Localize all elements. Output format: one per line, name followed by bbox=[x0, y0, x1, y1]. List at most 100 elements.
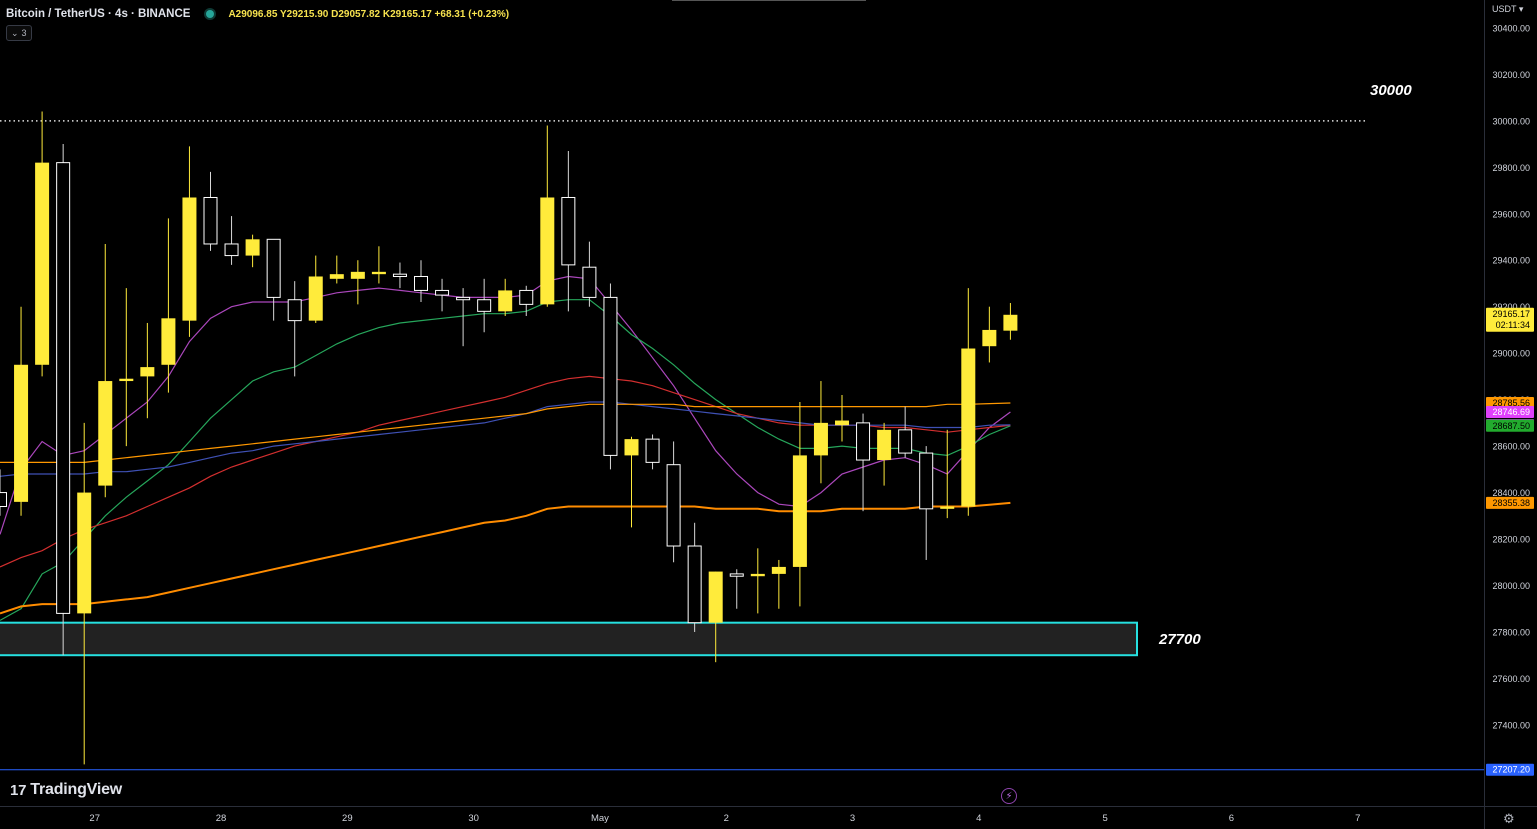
indicator-toggle-button[interactable]: ⌄ 3 bbox=[6, 25, 32, 41]
price-label-box bbox=[1486, 419, 1534, 432]
lightning-icon[interactable]: ⚡ bbox=[1001, 788, 1017, 804]
candle[interactable] bbox=[561, 196, 576, 266]
y-tick-label: 29600.00 bbox=[1492, 209, 1530, 219]
price-label-box bbox=[1486, 763, 1534, 776]
countdown-label: 02:11:34 bbox=[1496, 320, 1530, 330]
candle[interactable] bbox=[435, 289, 450, 296]
candle[interactable] bbox=[77, 492, 92, 614]
candle[interactable] bbox=[813, 422, 828, 456]
candle[interactable] bbox=[1003, 314, 1018, 331]
candle[interactable] bbox=[961, 348, 976, 507]
y-tick-label: 30400.00 bbox=[1492, 23, 1530, 33]
candle[interactable] bbox=[35, 162, 50, 365]
y-tick-label: 30000.00 bbox=[1492, 116, 1530, 126]
y-tick-label: 30200.00 bbox=[1492, 70, 1530, 80]
candle[interactable] bbox=[771, 566, 786, 574]
indicator-count: 3 bbox=[21, 28, 27, 38]
candle[interactable] bbox=[624, 439, 639, 456]
top-drag-handle[interactable] bbox=[672, 0, 866, 1]
x-tick-label: 28 bbox=[216, 813, 227, 824]
candle[interactable] bbox=[792, 455, 807, 567]
moving-average-line[interactable] bbox=[0, 501, 1011, 615]
currency-label: USDT bbox=[1492, 4, 1517, 14]
candle[interactable] bbox=[645, 438, 660, 463]
candle[interactable] bbox=[729, 573, 744, 577]
candle[interactable] bbox=[245, 239, 260, 256]
price-label-box bbox=[1486, 396, 1534, 409]
y-tick-label: 29000.00 bbox=[1492, 349, 1530, 359]
candle[interactable] bbox=[540, 197, 555, 305]
currency-selector[interactable]: USDT ▾ bbox=[1492, 4, 1523, 15]
x-tick-label: 30 bbox=[468, 813, 479, 824]
support-zone[interactable] bbox=[0, 621, 1138, 657]
candle[interactable] bbox=[750, 573, 765, 577]
y-tick-label: 27400.00 bbox=[1492, 720, 1530, 730]
x-tick-label: 7 bbox=[1355, 813, 1360, 824]
price-label-box bbox=[1486, 307, 1534, 332]
candle[interactable] bbox=[140, 367, 155, 377]
price-label-box bbox=[1486, 496, 1534, 509]
candle[interactable] bbox=[329, 274, 344, 279]
price-label: 28687.50 bbox=[1492, 421, 1530, 431]
price-label: 27207.20 bbox=[1492, 765, 1530, 775]
candle[interactable] bbox=[224, 243, 239, 257]
settings-gear-icon[interactable]: ⚙ bbox=[1503, 811, 1515, 826]
candle[interactable] bbox=[350, 271, 365, 279]
candle[interactable] bbox=[203, 196, 218, 245]
candle[interactable] bbox=[898, 429, 913, 454]
y-tick-label: 29800.00 bbox=[1492, 163, 1530, 173]
candle[interactable] bbox=[582, 266, 597, 298]
candle[interactable] bbox=[14, 364, 29, 502]
candle[interactable] bbox=[982, 329, 997, 347]
candle[interactable] bbox=[856, 422, 871, 461]
tradingview-logo-icon: 17 bbox=[10, 781, 27, 799]
candle[interactable] bbox=[414, 275, 428, 291]
price-label: 28355.38 bbox=[1492, 498, 1530, 508]
support-zone-label: 27700 bbox=[1158, 631, 1201, 648]
x-tick-label: 5 bbox=[1102, 813, 1107, 824]
candle[interactable] bbox=[456, 296, 471, 301]
indicator-chevron-icon: ⌄ bbox=[11, 27, 19, 38]
y-tick-label: 28000.00 bbox=[1492, 581, 1530, 591]
candle[interactable] bbox=[287, 299, 302, 322]
resistance-label: 30000 bbox=[1370, 82, 1412, 99]
tradingview-logo[interactable]: 17 TradingView bbox=[10, 781, 122, 799]
candle[interactable] bbox=[56, 162, 71, 614]
x-tick-label: May bbox=[591, 813, 609, 824]
candle[interactable] bbox=[392, 273, 407, 277]
chart-legend: Bitcoin / TetherUS · 4s · BINANCE A29096… bbox=[6, 6, 509, 22]
candle[interactable] bbox=[498, 290, 513, 312]
candle[interactable] bbox=[519, 289, 534, 305]
y-tick-label: 27600.00 bbox=[1492, 674, 1530, 684]
price-label: 28785.56 bbox=[1492, 398, 1530, 408]
candle[interactable] bbox=[161, 318, 176, 365]
candle[interactable] bbox=[835, 420, 849, 426]
candle[interactable] bbox=[708, 571, 723, 623]
candle[interactable] bbox=[0, 492, 7, 508]
symbol-title[interactable]: Bitcoin / TetherUS · 4s · BINANCE bbox=[6, 8, 191, 20]
candle[interactable] bbox=[919, 452, 934, 510]
candle[interactable] bbox=[687, 545, 702, 624]
candle[interactable] bbox=[371, 271, 386, 275]
candle[interactable] bbox=[98, 381, 113, 486]
moving-average-line[interactable] bbox=[0, 375, 1011, 568]
candle[interactable] bbox=[182, 197, 197, 321]
logo-text: TradingView bbox=[30, 781, 123, 798]
x-tick-label: 4 bbox=[976, 813, 981, 824]
market-status-icon bbox=[206, 10, 215, 18]
candle[interactable] bbox=[666, 464, 681, 547]
candle[interactable] bbox=[119, 378, 134, 382]
y-tick-label: 27800.00 bbox=[1492, 627, 1530, 637]
candle[interactable] bbox=[877, 429, 892, 461]
candle[interactable] bbox=[477, 299, 492, 312]
y-tick-label: 29400.00 bbox=[1492, 256, 1530, 266]
candle[interactable] bbox=[940, 506, 955, 509]
x-tick-label: 2 bbox=[724, 813, 729, 824]
candle[interactable] bbox=[603, 296, 618, 456]
price-label: 28746.69 bbox=[1492, 407, 1530, 417]
candle[interactable] bbox=[266, 238, 281, 298]
candle[interactable] bbox=[308, 276, 323, 321]
x-tick-label: 6 bbox=[1229, 813, 1234, 824]
x-tick-label: 27 bbox=[89, 813, 100, 824]
